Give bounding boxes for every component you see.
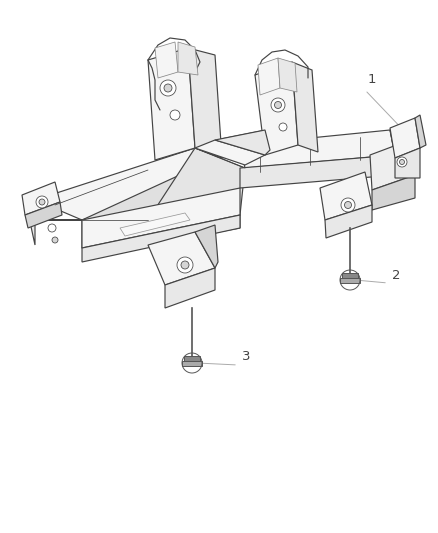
- Polygon shape: [240, 130, 395, 168]
- Circle shape: [48, 224, 56, 232]
- Polygon shape: [148, 232, 215, 285]
- Polygon shape: [188, 48, 222, 158]
- Text: 1: 1: [368, 73, 377, 86]
- Polygon shape: [278, 58, 297, 92]
- Circle shape: [181, 261, 189, 269]
- Text: 2: 2: [392, 269, 400, 282]
- Circle shape: [39, 199, 45, 205]
- Polygon shape: [184, 356, 200, 361]
- Polygon shape: [165, 268, 215, 308]
- Polygon shape: [342, 273, 358, 278]
- Polygon shape: [82, 188, 240, 248]
- Polygon shape: [82, 215, 240, 262]
- Polygon shape: [240, 155, 395, 188]
- Polygon shape: [195, 140, 265, 165]
- Polygon shape: [325, 205, 372, 238]
- Polygon shape: [215, 130, 270, 155]
- Circle shape: [279, 123, 287, 131]
- Circle shape: [52, 237, 58, 243]
- Polygon shape: [30, 198, 35, 245]
- Circle shape: [271, 98, 285, 112]
- Circle shape: [275, 101, 282, 109]
- Circle shape: [36, 196, 48, 208]
- Polygon shape: [395, 148, 420, 178]
- Polygon shape: [22, 182, 60, 215]
- Circle shape: [397, 157, 407, 167]
- Polygon shape: [390, 118, 420, 158]
- Circle shape: [160, 80, 176, 96]
- Polygon shape: [372, 175, 415, 210]
- Polygon shape: [255, 62, 298, 155]
- Polygon shape: [258, 58, 280, 95]
- Polygon shape: [148, 48, 195, 160]
- Polygon shape: [390, 130, 408, 175]
- Circle shape: [341, 198, 355, 212]
- Polygon shape: [195, 225, 218, 268]
- Polygon shape: [35, 168, 195, 220]
- Polygon shape: [148, 148, 245, 220]
- Circle shape: [399, 159, 405, 165]
- Polygon shape: [120, 213, 190, 236]
- Polygon shape: [320, 172, 372, 220]
- Polygon shape: [182, 361, 202, 366]
- Polygon shape: [82, 215, 240, 248]
- Circle shape: [177, 257, 193, 273]
- Polygon shape: [178, 42, 198, 75]
- Polygon shape: [370, 140, 415, 190]
- Circle shape: [345, 201, 352, 208]
- Polygon shape: [155, 42, 178, 78]
- Polygon shape: [340, 278, 360, 283]
- Text: 3: 3: [242, 350, 251, 363]
- Circle shape: [164, 84, 172, 92]
- Polygon shape: [292, 62, 318, 152]
- Polygon shape: [35, 148, 240, 220]
- Polygon shape: [415, 115, 426, 148]
- Circle shape: [170, 110, 180, 120]
- Polygon shape: [25, 202, 62, 228]
